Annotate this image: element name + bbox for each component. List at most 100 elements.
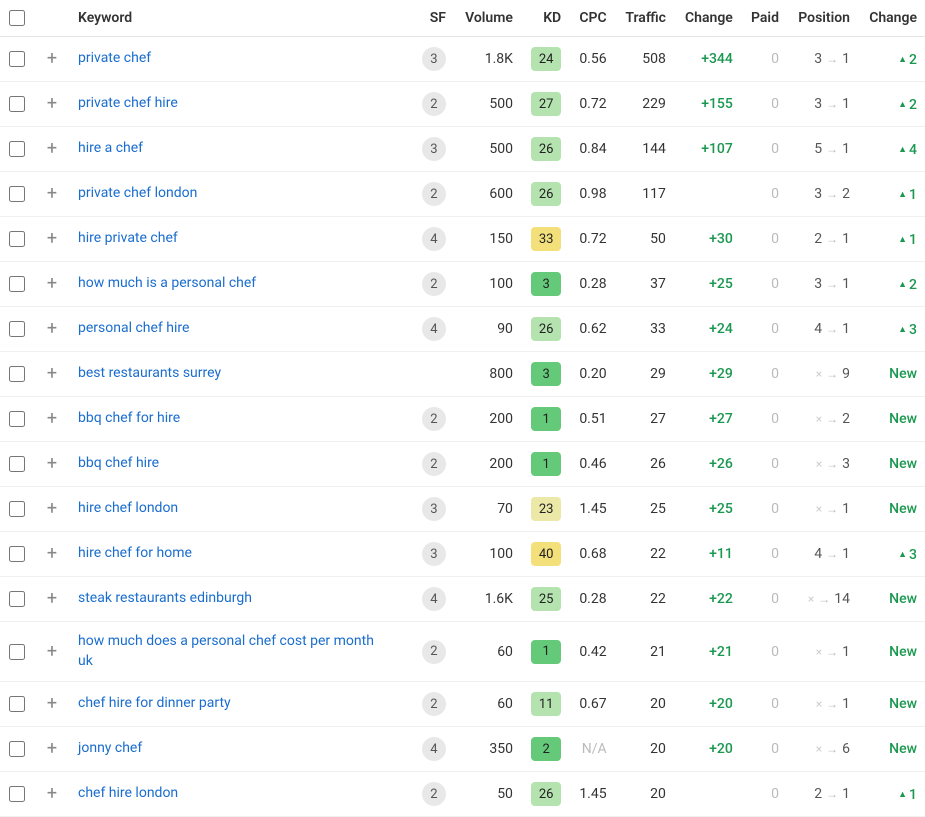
poschange-cell: New (858, 397, 925, 442)
sf-pill[interactable]: 3 (422, 542, 446, 566)
keyword-link[interactable]: hire chef london (78, 500, 178, 516)
expand-icon[interactable]: + (42, 274, 62, 294)
keyword-link[interactable]: jonny chef (78, 740, 142, 756)
row-checkbox[interactable] (9, 186, 25, 202)
keyword-link[interactable]: private chef (78, 50, 151, 66)
keyword-link[interactable]: chef hire london (78, 785, 178, 801)
cpc-cell: 0.42 (569, 622, 614, 682)
expand-icon[interactable]: + (42, 364, 62, 384)
keyword-link[interactable]: personal chef hire (78, 320, 189, 336)
expand-icon[interactable]: + (42, 784, 62, 804)
header-volume[interactable]: Volume (454, 0, 521, 37)
expand-icon[interactable]: + (42, 739, 62, 759)
header-keyword[interactable]: Keyword (70, 0, 412, 37)
sf-pill[interactable]: 2 (422, 92, 446, 116)
traffic-cell: 26 (615, 442, 674, 487)
expand-icon[interactable]: + (42, 49, 62, 69)
sf-pill[interactable]: 2 (422, 272, 446, 296)
keyword-link[interactable]: how much is a personal chef (78, 275, 256, 291)
keyword-link[interactable]: bbq chef for hire (78, 410, 180, 426)
keyword-link[interactable]: hire chef for home (78, 545, 192, 561)
row-checkbox[interactable] (9, 231, 25, 247)
header-poschange[interactable]: Change (858, 0, 925, 37)
header-sf[interactable]: SF (412, 0, 454, 37)
row-expand-cell: + (34, 772, 70, 817)
row-expand-cell: + (34, 262, 70, 307)
sf-pill[interactable]: 2 (422, 692, 446, 716)
keyword-link[interactable]: bbq chef hire (78, 455, 159, 471)
paid-cell: 0 (741, 352, 787, 397)
change-cell (674, 172, 741, 217)
row-checkbox[interactable] (9, 696, 25, 712)
row-checkbox[interactable] (9, 51, 25, 67)
sf-pill[interactable]: 3 (422, 137, 446, 161)
expand-icon[interactable]: + (42, 642, 62, 662)
volume-cell: 500 (454, 82, 521, 127)
change-cell: +20 (674, 727, 741, 772)
row-checkbox[interactable] (9, 411, 25, 427)
paid-cell: 0 (741, 532, 787, 577)
position-cell: ×→9 (787, 352, 858, 397)
expand-icon[interactable]: + (42, 589, 62, 609)
row-checkbox[interactable] (9, 741, 25, 757)
expand-icon[interactable]: + (42, 544, 62, 564)
row-checkbox[interactable] (9, 546, 25, 562)
expand-icon[interactable]: + (42, 409, 62, 429)
kd-cell: 26 (521, 172, 569, 217)
expand-icon[interactable]: + (42, 184, 62, 204)
sf-pill[interactable]: 4 (422, 227, 446, 251)
keyword-link[interactable]: hire private chef (78, 230, 178, 246)
keyword-link[interactable]: best restaurants surrey (78, 365, 221, 381)
sf-pill[interactable]: 4 (422, 737, 446, 761)
sf-pill[interactable]: 3 (422, 497, 446, 521)
table-row: +private chef london2600260.9811703→21 (0, 172, 925, 217)
keyword-link[interactable]: private chef london (78, 185, 197, 201)
expand-icon[interactable]: + (42, 499, 62, 519)
expand-icon[interactable]: + (42, 694, 62, 714)
expand-icon[interactable]: + (42, 139, 62, 159)
header-kd[interactable]: KD (521, 0, 569, 37)
sf-pill[interactable]: 4 (422, 317, 446, 341)
row-checkbox[interactable] (9, 786, 25, 802)
row-checkbox[interactable] (9, 276, 25, 292)
keyword-link[interactable]: chef hire for dinner party (78, 695, 231, 711)
sf-pill[interactable]: 2 (422, 182, 446, 206)
position-from: 3 (814, 96, 822, 112)
row-checkbox[interactable] (9, 591, 25, 607)
sf-pill[interactable]: 2 (422, 407, 446, 431)
header-traffic[interactable]: Traffic (615, 0, 674, 37)
sf-pill[interactable]: 3 (422, 47, 446, 71)
traffic-cell: 29 (615, 352, 674, 397)
position-from-none-icon: × (816, 412, 822, 426)
row-checkbox[interactable] (9, 501, 25, 517)
row-checkbox[interactable] (9, 141, 25, 157)
expand-icon[interactable]: + (42, 94, 62, 114)
keyword-cell: chef hire london (70, 772, 412, 817)
header-cpc[interactable]: CPC (569, 0, 614, 37)
sf-pill[interactable]: 4 (422, 587, 446, 611)
sf-pill[interactable]: 2 (422, 452, 446, 476)
row-checkbox[interactable] (9, 644, 25, 660)
expand-icon[interactable]: + (42, 229, 62, 249)
row-checkbox[interactable] (9, 456, 25, 472)
poschange-cell: 1 (858, 217, 925, 262)
keyword-link[interactable]: steak restaurants edinburgh (78, 590, 252, 606)
row-checkbox-cell (0, 172, 34, 217)
select-all-checkbox[interactable] (9, 10, 25, 26)
header-position[interactable]: Position (787, 0, 858, 37)
row-checkbox[interactable] (9, 321, 25, 337)
row-checkbox[interactable] (9, 366, 25, 382)
sf-pill[interactable]: 2 (422, 782, 446, 806)
expand-icon[interactable]: + (42, 454, 62, 474)
header-paid[interactable]: Paid (741, 0, 787, 37)
row-checkbox[interactable] (9, 96, 25, 112)
expand-icon[interactable]: + (42, 319, 62, 339)
header-change[interactable]: Change (674, 0, 741, 37)
sf-pill[interactable]: 2 (422, 640, 446, 664)
keyword-link[interactable]: private chef hire (78, 95, 178, 111)
cpc-cell: 0.98 (569, 172, 614, 217)
keyword-link[interactable]: how much does a personal chef cost per m… (78, 633, 374, 669)
keyword-link[interactable]: hire a chef (78, 140, 143, 156)
volume-cell: 1.6K (454, 577, 521, 622)
poschange-new: New (889, 644, 917, 660)
